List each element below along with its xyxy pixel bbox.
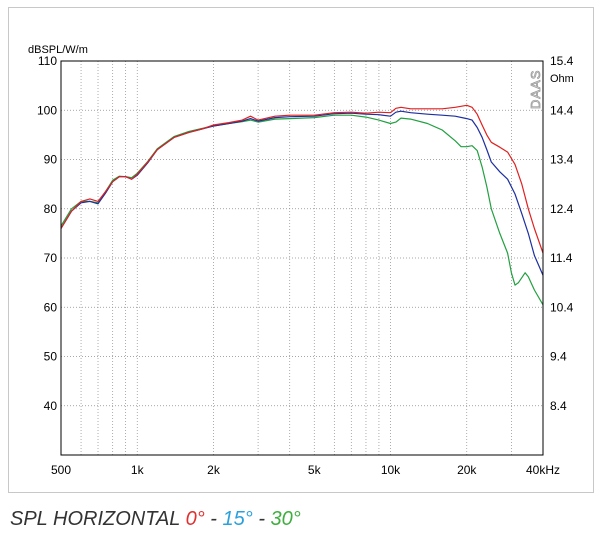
y-tick-label: 70 bbox=[44, 251, 58, 265]
y2-tick-label: 15.4 bbox=[550, 54, 574, 68]
series-lines bbox=[60, 104, 544, 306]
caption-angle-0: 0° bbox=[185, 508, 205, 530]
y2-tick-label: 10.4 bbox=[550, 300, 574, 314]
grid bbox=[61, 61, 543, 455]
x-tick-label: 40kHz bbox=[526, 463, 560, 477]
frequency-response-chart: 500 1k 2k 5k 10k 20k 40kHz 40 50 60 70 80 90 100 110 8.… bbox=[28, 44, 574, 477]
y-tick-label: 50 bbox=[44, 350, 58, 364]
x-tick-label: 500 bbox=[51, 463, 71, 477]
y-tick-label: 40 bbox=[44, 399, 58, 413]
x-tick-label: 20k bbox=[457, 463, 477, 477]
caption-angle-15: 15° bbox=[222, 508, 253, 530]
y2-tick-label: 9.4 bbox=[550, 350, 567, 364]
caption-separator: - bbox=[252, 508, 271, 530]
series-line-0deg bbox=[60, 104, 544, 254]
y2-axis-label: Ohm bbox=[550, 73, 574, 85]
chart-caption: SPL HORIZONTAL 0° - 15° - 30° bbox=[10, 508, 301, 531]
series-line-30deg bbox=[60, 114, 544, 306]
daas-watermark: DAAS bbox=[528, 70, 543, 109]
x-tick-label: 2k bbox=[207, 463, 221, 477]
tick-labels: 500 1k 2k 5k 10k 20k 40kHz 40 50 60 70 80 90 100 110 8.… bbox=[37, 54, 574, 477]
y-tick-label: 90 bbox=[44, 153, 58, 167]
y2-tick-label: 8.4 bbox=[550, 399, 567, 413]
y-tick-label: 110 bbox=[38, 54, 57, 68]
y2-tick-label: 11.4 bbox=[550, 251, 573, 265]
series-line-15deg bbox=[60, 110, 544, 276]
caption-separator: - bbox=[204, 508, 223, 530]
chart-frame: 500 1k 2k 5k 10k 20k 40kHz 40 50 60 70 80 90 100 110 8.… bbox=[8, 7, 594, 493]
y-tick-label: 60 bbox=[44, 300, 58, 314]
y2-tick-label: 12.4 bbox=[550, 202, 574, 216]
x-tick-label: 5k bbox=[308, 463, 322, 477]
y2-tick-label: 14.4 bbox=[550, 103, 574, 117]
caption-prefix: SPL HORIZONTAL bbox=[10, 508, 186, 530]
y2-tick-label: 13.4 bbox=[550, 153, 574, 167]
caption-angle-30: 30° bbox=[270, 508, 301, 530]
y-tick-label: 100 bbox=[37, 103, 57, 117]
y-tick-label: 80 bbox=[44, 202, 58, 216]
plot-border bbox=[60, 60, 544, 456]
x-tick-label: 10k bbox=[381, 463, 401, 477]
y-axis-label: dBSPL/W/m bbox=[28, 44, 88, 56]
x-tick-label: 1k bbox=[131, 463, 145, 477]
